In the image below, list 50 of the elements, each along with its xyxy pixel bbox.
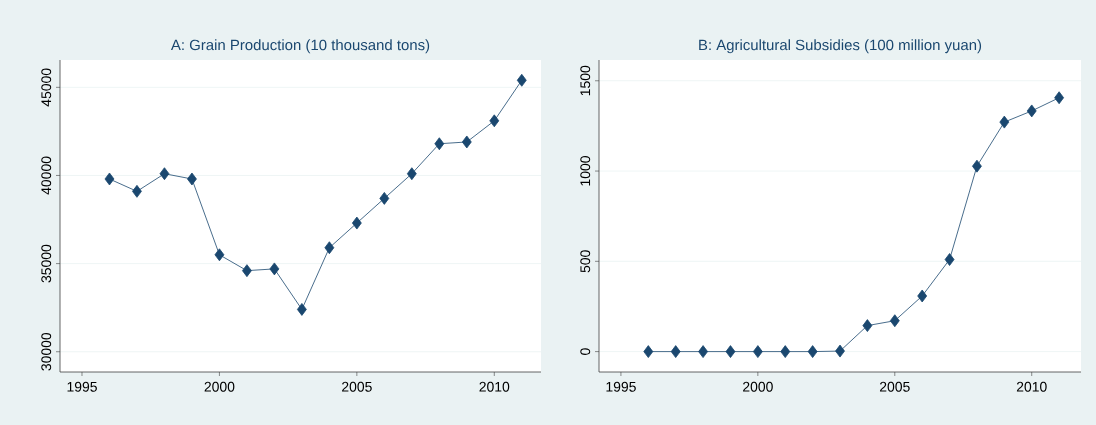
point <box>104 172 115 186</box>
point <box>242 264 252 278</box>
point <box>214 248 225 262</box>
point <box>489 114 500 128</box>
x-tick-label: 1995 <box>606 381 636 392</box>
point <box>159 167 170 181</box>
point <box>862 319 873 333</box>
x-tick-label: 2010 <box>1016 381 1047 392</box>
y-tick-label: 30000 <box>41 332 52 371</box>
point <box>780 345 791 359</box>
y-tick-label: 0 <box>580 348 591 355</box>
x-tick-label: 1995 <box>67 381 97 392</box>
y-tick-label: 500 <box>580 250 591 273</box>
point <box>999 115 1010 129</box>
point <box>670 345 681 359</box>
point <box>917 289 928 303</box>
y-tick-label: 45000 <box>41 68 52 107</box>
chart-title: A: Grain Production (10 thousand tons) <box>170 39 430 54</box>
point <box>807 345 818 359</box>
point <box>752 345 763 359</box>
point <box>516 73 527 87</box>
point <box>296 303 307 316</box>
point <box>269 262 280 276</box>
x-tick-label: 2005 <box>879 381 910 392</box>
point <box>1026 104 1037 118</box>
point <box>835 344 845 358</box>
point <box>406 167 417 181</box>
point <box>187 172 197 186</box>
point <box>434 137 445 151</box>
x-tick-label: 2010 <box>479 381 510 392</box>
point <box>461 135 472 149</box>
point <box>972 159 982 173</box>
point <box>351 216 362 230</box>
point <box>698 345 708 359</box>
x-tick-label: 2000 <box>204 381 235 392</box>
point <box>379 191 390 205</box>
point <box>324 241 335 255</box>
y-tick-label: 1500 <box>580 65 591 96</box>
x-tick-label: 2005 <box>342 381 372 392</box>
y-tick-label: 40000 <box>41 156 52 195</box>
chart-title: B: Agricultural Subsidies (100 million yuan) <box>699 39 982 54</box>
point <box>944 253 955 266</box>
y-tick-label: 35000 <box>41 244 52 283</box>
point <box>1054 91 1065 105</box>
point <box>132 184 142 198</box>
y-tick-label: 1000 <box>580 156 591 186</box>
point <box>889 314 900 328</box>
point <box>725 345 736 359</box>
point <box>643 345 654 359</box>
x-tick-label: 2000 <box>743 381 773 392</box>
